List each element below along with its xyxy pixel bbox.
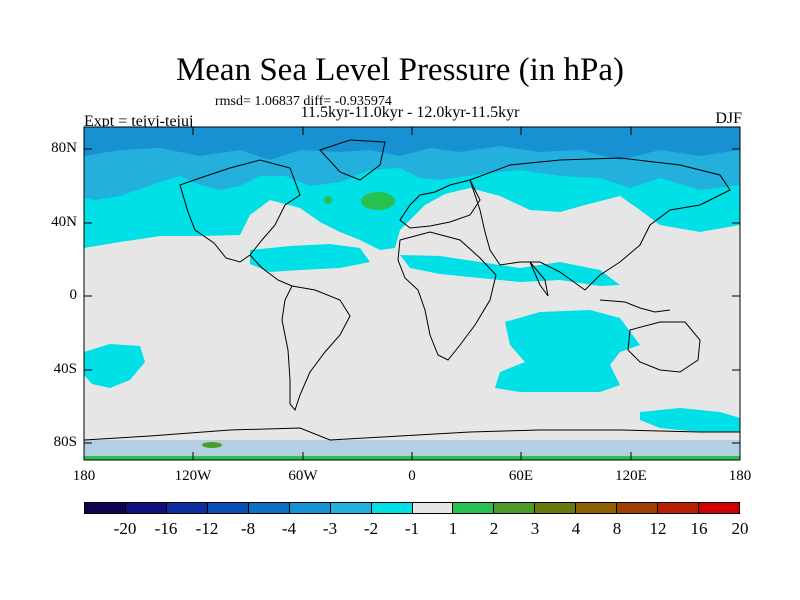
colorbar-label: 3 [530,519,540,538]
colorbar-swatch [453,503,495,513]
lon-tick-label: 60W [288,468,318,484]
colorbar [84,502,740,514]
lat-tick-label: 80N [51,140,77,156]
colorbar-label: -1 [404,519,420,538]
coast-australia [627,321,701,373]
colorbar-label: 4 [571,519,581,538]
field-region-small-high-1 [324,196,332,204]
subtitle: 11.5kyr-11.0kyr - 12.0kyr-11.5kyr [300,104,520,121]
lon-tick-label: 180 [72,468,96,484]
coastlines [84,139,740,441]
colorbar-swatch [330,503,372,513]
lon-tick-label: 120E [615,468,647,484]
map-title: Mean Sea Level Pressure (in hPa) [175,52,625,88]
colorbar-label: 20 [731,519,749,538]
colorbar-swatch [248,503,290,513]
colorbar-swatch [658,503,700,513]
field-region-antarctic [84,440,740,460]
coast-central-america [249,254,293,287]
colorbar-swatch [371,503,413,513]
colorbar-label: 8 [612,519,622,538]
coast-greenland [319,139,386,181]
colorbar-label: -12 [195,519,219,538]
experiment-label: Expt = tejvj-tejuj [84,113,194,130]
colorbar-swatch [289,503,331,513]
colorbar-label: -8 [240,519,256,538]
coast-south-america [281,285,351,412]
coast-asia [469,157,731,291]
colorbar-swatch [617,503,659,513]
field-region-small-high-2 [202,442,222,448]
lat-tick-label: 80S [53,434,77,450]
colorbar-label: 2 [489,519,499,538]
coast-india [529,261,549,297]
coast-africa [397,231,497,361]
lon-tick-label: 180 [728,468,752,484]
lon-tick-label: 60E [508,468,534,484]
colorbar-swatch [166,503,208,513]
coast-antarctica [84,427,740,441]
coast-north-america [179,159,301,263]
colorbar-swatch [494,503,536,513]
colorbar-swatch [85,503,126,513]
lat-tick-label: 0 [69,287,78,303]
colorbar-swatch [125,503,167,513]
colorbar-swatch [535,503,577,513]
colorbar-label: -20 [113,519,137,538]
field-layer [84,127,740,460]
axis-ticks [84,127,740,460]
colorbar-swatch [207,503,249,513]
lat-tick-label: 40S [53,361,77,377]
colorbar-label: -3 [322,519,338,538]
stats-line: rmsd= 1.06837 diff= -0.935974 [215,94,392,109]
coast-maritime [599,299,671,313]
colorbar-label: -16 [154,519,178,538]
field-region-arctic-core [84,127,740,160]
lat-tick-label: 40N [51,214,77,230]
field-region-south-pacific [84,344,145,388]
lon-tick-label: 120W [174,468,212,484]
colorbar-label: 16 [690,519,708,538]
colorbar-label: -4 [281,519,297,538]
field-region-tropics-east [400,255,620,286]
colorbar-swatch [699,503,739,513]
field-region-southern-ocean [640,408,740,432]
colorbar-label: -2 [363,519,379,538]
colorbar-label: 12 [649,519,667,538]
field-region-indian-ocean [495,310,640,392]
field-region-atlantic-high [361,192,395,210]
coast-europe [399,179,481,229]
colorbar-swatch [412,503,454,513]
colorbar-swatch [576,503,618,513]
colorbar-label: 1 [448,519,458,538]
field-region-atlantic-tongue [250,244,370,272]
season-label: DJF [715,110,742,127]
lon-tick-label: 0 [408,468,416,484]
